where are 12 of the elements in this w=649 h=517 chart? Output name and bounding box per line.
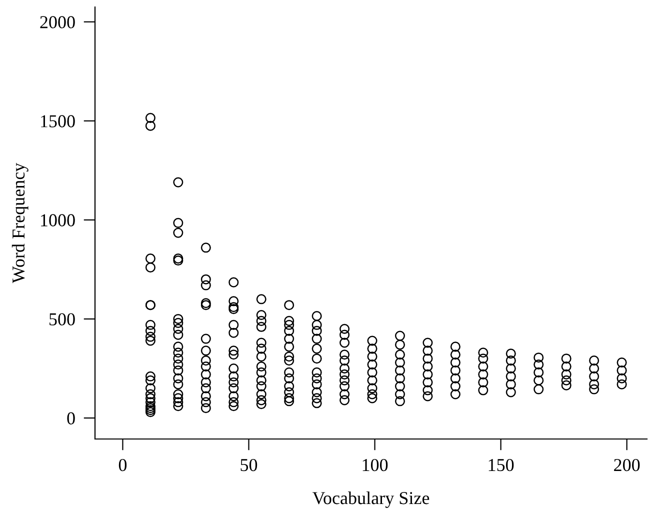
x-tick-label: 0 [118,458,127,472]
y-tick-label: 500 [50,313,75,326]
y-tick-label: 2000 [40,16,75,28]
y-tick-label: 1500 [41,115,75,128]
y-tick-label: 0 [67,412,75,424]
x-tick-label: 50 [240,458,258,472]
y-tick-label: 1000 [41,214,75,226]
x-tick-label: 100 [362,458,388,472]
x-tick-label: 200 [614,458,640,472]
y-axis-title: Word Frequency [12,162,28,284]
x-tick-label: 150 [488,458,514,472]
x-axis-title: Vocabulary Size [312,491,430,508]
